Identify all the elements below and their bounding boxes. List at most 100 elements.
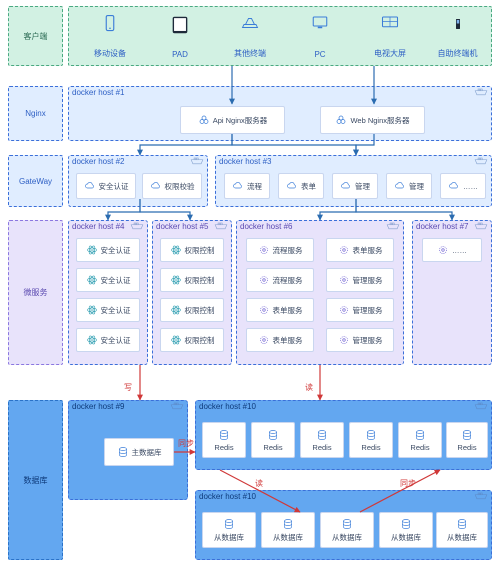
node-label: 管理服务: [353, 335, 383, 346]
node-label: 从数据库: [447, 532, 477, 543]
gear-icon: [338, 244, 350, 256]
node-label: 表单服务: [273, 335, 303, 346]
node-gateway_h3-0: 流程: [224, 173, 270, 199]
docker-icon: [170, 402, 184, 411]
host-label: docker host #3: [219, 157, 271, 166]
host-label: docker host #10: [199, 492, 256, 501]
node-micro_h4-2: 安全认证: [76, 298, 140, 322]
node-nginx_items-1: Web Nginx服务器: [320, 106, 425, 134]
node-label: 从数据库: [214, 532, 244, 543]
node-gateway_h3-3: 管理: [386, 173, 432, 199]
client-label: 自助终端机: [438, 48, 478, 59]
node-label: 从数据库: [391, 532, 421, 543]
node-db_h9-0: 主数据库: [104, 438, 174, 466]
cloud-icon: [286, 180, 298, 192]
db-icon: [341, 518, 353, 530]
host-label: docker host #1: [72, 88, 124, 97]
node-label: Redis: [263, 443, 282, 452]
edge-label: 读: [255, 478, 263, 488]
node-gateway_h3-4: ……: [440, 173, 486, 199]
node-label: 安全认证: [99, 181, 129, 192]
atom-icon: [170, 244, 182, 256]
client-label: 其他终端: [234, 48, 266, 59]
node-gateway_h3-1: 表单: [278, 173, 324, 199]
node-label: 安全认证: [101, 305, 131, 316]
edge-label: 读: [305, 382, 313, 392]
node-label: 管理: [409, 181, 424, 192]
host-label: docker host #6: [240, 222, 292, 231]
node-label: 主数据库: [132, 447, 162, 458]
node-label: 权限控制: [185, 275, 215, 286]
db-icon: [365, 429, 377, 441]
node-db_h10b-3: 从数据库: [379, 512, 433, 548]
db-icon: [223, 518, 235, 530]
db-icon: [316, 429, 328, 441]
docker-icon: [474, 402, 488, 411]
node-micro_h5-3: 权限控制: [160, 328, 224, 352]
host-label: docker host #7: [416, 222, 468, 231]
gear-icon: [437, 244, 449, 256]
cloud-icon: [232, 180, 244, 192]
db-icon: [117, 446, 129, 458]
gear-icon: [338, 304, 350, 316]
db-icon: [267, 429, 279, 441]
node-gateway_h2-1: 权限校验: [142, 173, 202, 199]
node-micro_h6-1: 流程服务: [246, 268, 314, 292]
scanner-icon: [240, 14, 260, 34]
docker-icon: [386, 222, 400, 231]
node-label: Api Nginx服务器: [213, 115, 268, 126]
tv-icon: [379, 14, 401, 34]
node-label: 安全认证: [101, 335, 131, 346]
docker-icon: [130, 222, 144, 231]
atom-icon: [86, 304, 98, 316]
client-label: PC: [314, 50, 325, 59]
db-icon: [461, 429, 473, 441]
edge-label: 写: [124, 383, 132, 392]
node-label: 权限控制: [185, 305, 215, 316]
row-label-text: 数据库: [24, 475, 48, 486]
row-label-text: 微服务: [24, 287, 48, 298]
row-label-client: 客户端: [8, 6, 63, 66]
gear-icon: [258, 274, 270, 286]
node-gateway_h3-2: 管理: [332, 173, 378, 199]
row-label-db: 数据库: [8, 400, 63, 560]
node-micro_h5-1: 权限控制: [160, 268, 224, 292]
host-label: docker host #5: [156, 222, 208, 231]
node-nginx_items-0: Api Nginx服务器: [180, 106, 285, 134]
node-db_h10a-5: Redis: [446, 422, 488, 458]
node-micro_h6-6: 管理服务: [326, 298, 394, 322]
node-db_h10b-2: 从数据库: [320, 512, 374, 548]
node-label: 表单: [301, 181, 316, 192]
db-icon: [400, 518, 412, 530]
host-label: docker host #9: [72, 402, 124, 411]
docker-icon: [474, 88, 488, 97]
node-gateway_h2-0: 安全认证: [76, 173, 136, 199]
node-micro_h4-1: 安全认证: [76, 268, 140, 292]
node-label: 管理服务: [353, 275, 383, 286]
row-label-text: Nginx: [25, 109, 45, 118]
cloud-icon: [84, 180, 96, 192]
node-label: 管理: [355, 181, 370, 192]
row-label-nginx: Nginx: [8, 86, 63, 141]
host-label: docker host #2: [72, 157, 124, 166]
db-icon: [414, 429, 426, 441]
node-db_h10b-1: 从数据库: [261, 512, 315, 548]
node-micro_h6-4: 表单服务: [326, 238, 394, 262]
node-db_h10b-0: 从数据库: [202, 512, 256, 548]
node-db_h10a-3: Redis: [349, 422, 393, 458]
client-3: PC: [290, 14, 350, 59]
host-label: docker host #4: [72, 222, 124, 231]
docker-icon: [190, 157, 204, 166]
docker-icon: [214, 222, 228, 231]
node-label: Web Nginx服务器: [350, 115, 409, 126]
row-label-gateway: GateWay: [8, 155, 63, 207]
phone-icon: [101, 14, 119, 34]
trefoil-icon: [335, 114, 347, 126]
node-micro_h6-7: 管理服务: [326, 328, 394, 352]
node-label: ……: [463, 182, 478, 191]
node-micro_h6-2: 表单服务: [246, 298, 314, 322]
node-label: Redis: [410, 443, 429, 452]
tablet-icon: [169, 14, 191, 38]
node-micro_h6-5: 管理服务: [326, 268, 394, 292]
node-label: Redis: [312, 443, 331, 452]
